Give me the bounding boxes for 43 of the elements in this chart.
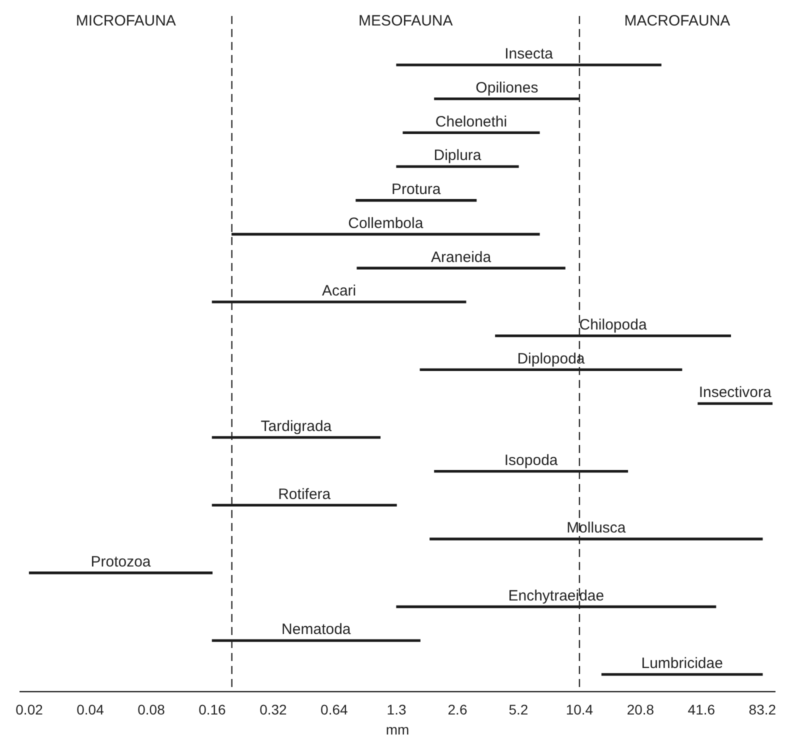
y-tick-label: Enchytraeidae (508, 587, 604, 604)
y-tick-label: Collembola (348, 214, 424, 232)
x-tick-label: 0.08 (138, 702, 166, 718)
y-tick-label: Nematoda (282, 621, 352, 638)
y-tick-label: Diplura (434, 147, 482, 164)
y-tick-label: Protura (392, 181, 442, 198)
x-tick-label: 2.6 (448, 702, 468, 718)
y-tick-label: Insecta (504, 46, 554, 63)
x-tick-label: 5.2 (508, 702, 528, 718)
x-tick-label: 10.4 (566, 702, 594, 718)
x-tick-label: 41.6 (688, 702, 716, 718)
y-tick-label: Acari (322, 282, 356, 300)
y-tick-label: Chelonethi (435, 113, 508, 130)
annotation: MICROFAUNA (76, 12, 176, 30)
annotation: MACROFAUNA (624, 12, 730, 30)
x-tick-label: 20.8 (626, 702, 654, 718)
y-tick-label: Insectivora (698, 384, 772, 402)
x-axis-title: mm (386, 721, 410, 738)
bar (402, 131, 540, 134)
x-tick-label: 0.32 (260, 702, 288, 718)
bar (396, 165, 519, 168)
x-tick-label: 0.04 (76, 702, 104, 718)
y-tick-label: Protozoa (90, 554, 152, 571)
x-tick-label: 83.2 (748, 702, 776, 718)
y-tick-label: Opiliones (476, 79, 538, 96)
bar (28, 572, 213, 574)
x-tick-label: 1.3 (386, 702, 406, 718)
x-tick-label: 0.02 (16, 702, 44, 718)
y-tick-label: Chilopoda (579, 316, 648, 334)
x-tick-label: 0.64 (320, 702, 348, 718)
y-tick-label: Lumbricidae (641, 655, 723, 672)
y-tick-label: Rotifera (278, 486, 332, 503)
annotation: MESOFAUNA (358, 12, 453, 30)
bar (698, 402, 773, 405)
bar (356, 266, 566, 270)
y-tick-label: Araneida (431, 248, 492, 266)
y-tick-label: Mollusca (566, 520, 626, 537)
bar (356, 199, 477, 202)
y-tick-label: Diplopoda (517, 350, 586, 368)
bar (601, 673, 763, 676)
y-tick-label: Isopoda (504, 452, 558, 469)
x-tick-label: 0.16 (198, 702, 226, 718)
y-tick-label: Tardigrada (260, 418, 332, 436)
